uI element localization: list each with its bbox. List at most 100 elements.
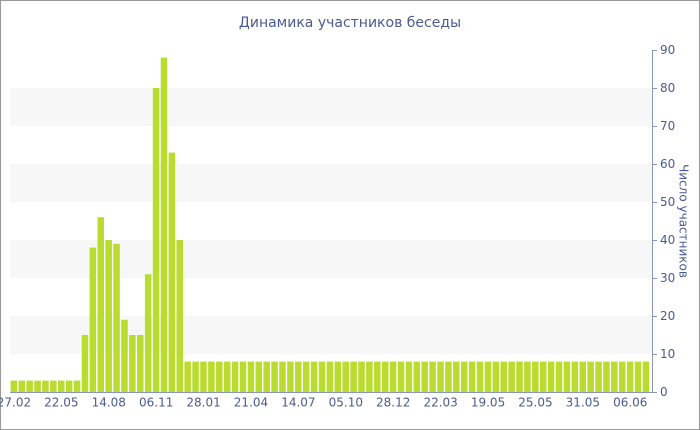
y-tick-label: 70: [660, 119, 675, 133]
bar: [381, 361, 389, 392]
bar: [603, 361, 610, 392]
bar: [208, 361, 215, 392]
bar: [50, 380, 57, 392]
y-tick-label: 50: [660, 195, 675, 209]
bar: [397, 361, 405, 392]
y-tick-label: 60: [660, 157, 675, 171]
grid-band: [10, 88, 652, 126]
bar: [539, 361, 547, 392]
bar: [555, 361, 563, 392]
y-tick-label: 90: [660, 43, 675, 57]
x-tick-label: 19.05: [471, 396, 505, 410]
x-tick-label: 25.05: [518, 396, 552, 410]
bar: [618, 361, 626, 392]
bar: [81, 335, 89, 392]
bar: [532, 361, 539, 392]
x-tick-label: 31.05: [566, 396, 600, 410]
bar: [374, 361, 381, 392]
bar: [413, 361, 421, 392]
bar: [611, 361, 618, 392]
chart-title: Динамика участников беседы: [239, 15, 461, 31]
x-tick-label: 06.06: [613, 396, 647, 410]
x-tick-label: 06.11: [139, 396, 173, 410]
bar: [350, 361, 357, 392]
bar: [152, 88, 160, 392]
x-tick-label: 14.08: [92, 396, 126, 410]
y-tick-label: 30: [660, 271, 675, 285]
x-tick-label: 05.10: [329, 396, 363, 410]
bar: [626, 361, 634, 392]
y-tick-label: 80: [660, 81, 675, 95]
bar: [287, 361, 294, 392]
bar: [326, 361, 334, 392]
y-axis-title: Число участников: [677, 164, 691, 278]
bar: [445, 361, 452, 392]
x-tick-label: 22.05: [44, 396, 78, 410]
x-tick-label: 22.03: [423, 396, 457, 410]
bar: [460, 361, 468, 392]
x-tick-label: 28.12: [376, 396, 410, 410]
bar: [10, 380, 18, 392]
bar: [634, 361, 642, 392]
bar: [358, 361, 365, 392]
bar: [587, 361, 594, 392]
grid-band: [10, 164, 652, 202]
bar: [42, 380, 49, 392]
bar: [295, 361, 302, 392]
bar: [366, 361, 373, 392]
bar: [168, 152, 176, 392]
bar: [73, 380, 81, 392]
bar: [18, 380, 26, 392]
bar: [334, 361, 342, 392]
bar: [405, 361, 413, 392]
bar: [476, 361, 484, 392]
bar: [500, 361, 507, 392]
bar: [437, 361, 444, 392]
bar: [34, 380, 41, 392]
y-tick-label: 20: [660, 309, 675, 323]
bar: [184, 361, 191, 392]
bar: [192, 361, 199, 392]
y-tick-label: 10: [660, 347, 675, 361]
bar: [216, 361, 223, 392]
x-tick-label: 21.04: [234, 396, 268, 410]
bar: [429, 361, 436, 392]
y-tick-label: 40: [660, 233, 675, 247]
bar: [642, 361, 650, 392]
bar: [255, 361, 263, 392]
bar: [231, 361, 239, 392]
bar: [571, 361, 579, 392]
x-tick-label: 27.02: [0, 396, 31, 410]
bar: [113, 243, 120, 392]
bar: [97, 217, 105, 392]
bar: [453, 361, 460, 392]
bar: [160, 57, 168, 392]
bar: [579, 361, 586, 392]
bar: [318, 361, 326, 392]
bar: [89, 247, 97, 392]
bar: [263, 361, 270, 392]
bar: [563, 361, 571, 392]
bar: [247, 361, 255, 392]
x-tick-label: 14.07: [281, 396, 315, 410]
bar: [595, 361, 602, 392]
bar: [508, 361, 515, 392]
bar: [516, 361, 523, 392]
bar: [105, 240, 112, 392]
bar: [121, 319, 128, 392]
bar: [58, 380, 65, 392]
bar: [421, 361, 428, 392]
bar: [547, 361, 555, 392]
bar: [26, 380, 33, 392]
y-tick-label: 0: [660, 385, 668, 399]
bar: [129, 335, 136, 392]
bar: [271, 361, 278, 392]
bar: [524, 361, 531, 392]
x-tick-label: 28.01: [186, 396, 220, 410]
bar: [223, 361, 231, 392]
bar: [239, 361, 247, 392]
bar: [484, 361, 492, 392]
bar: [279, 361, 286, 392]
